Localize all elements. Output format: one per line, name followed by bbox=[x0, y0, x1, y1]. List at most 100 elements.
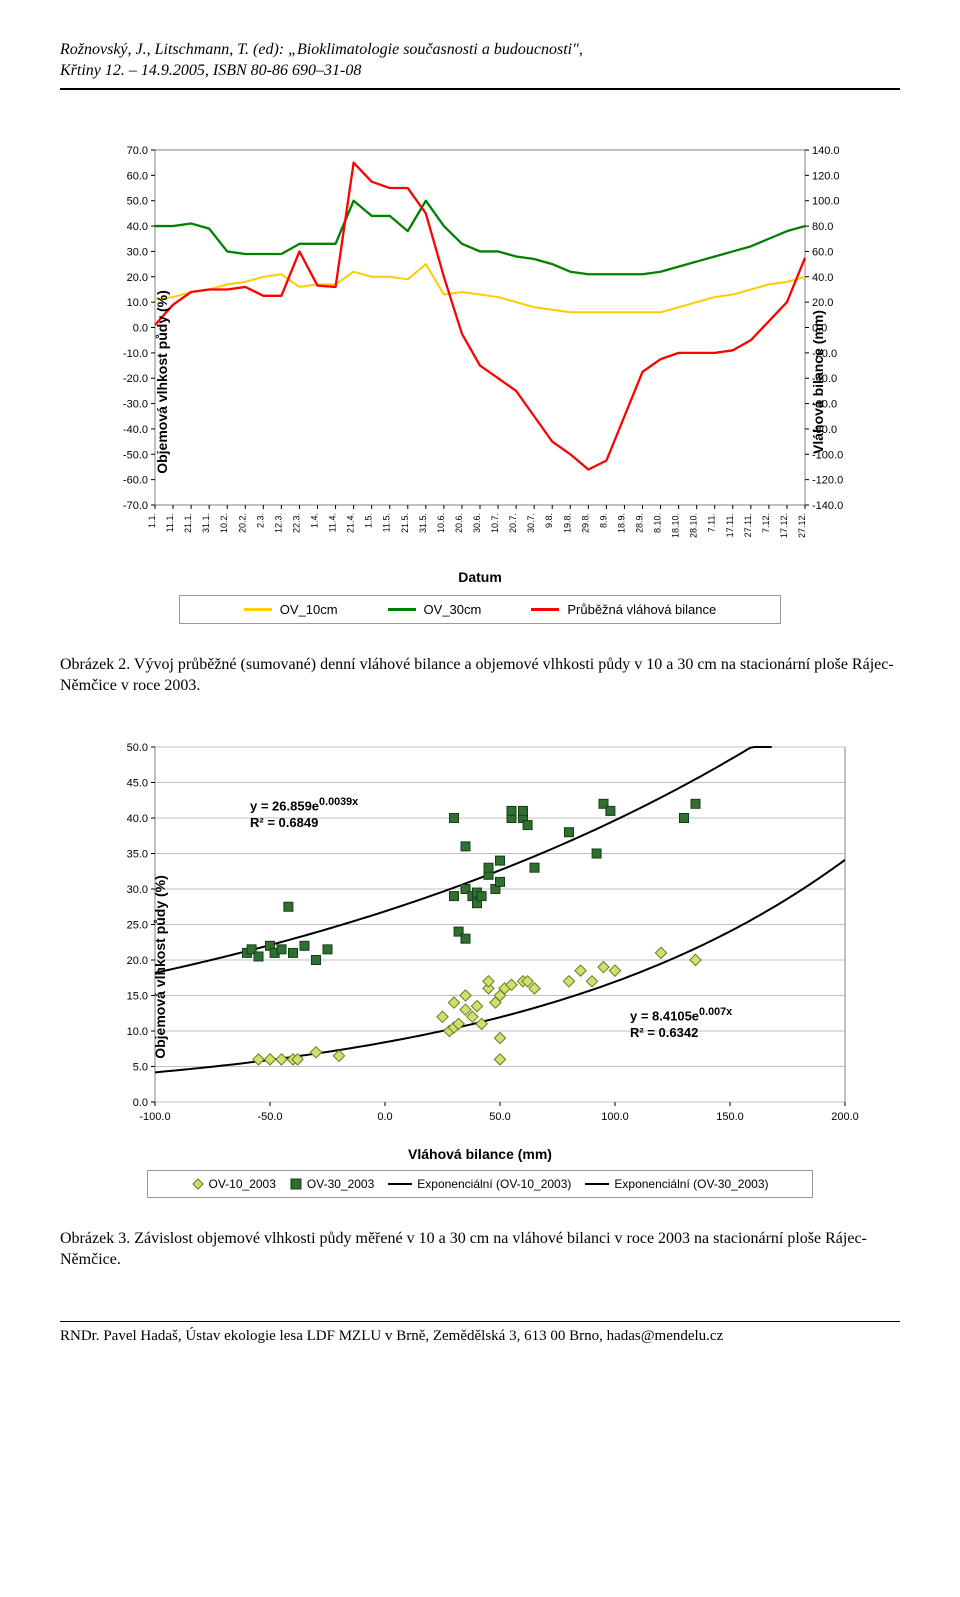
svg-text:5.0: 5.0 bbox=[133, 1061, 148, 1073]
svg-text:28.10.: 28.10. bbox=[689, 513, 699, 538]
svg-text:15.0: 15.0 bbox=[127, 990, 148, 1002]
svg-text:10.6.: 10.6. bbox=[436, 513, 446, 533]
svg-text:22.3.: 22.3. bbox=[291, 513, 301, 533]
svg-text:18.9.: 18.9. bbox=[616, 513, 626, 533]
swatch-ov10 bbox=[244, 608, 272, 611]
caption-1: Obrázek 2. Vývoj průběžné (sumované) den… bbox=[60, 654, 900, 697]
svg-text:0.0: 0.0 bbox=[377, 1111, 392, 1123]
svg-text:30.7.: 30.7. bbox=[526, 513, 536, 533]
svg-text:27.11.: 27.11. bbox=[743, 513, 753, 537]
svg-text:18.10.: 18.10. bbox=[671, 513, 681, 538]
svg-text:-10.0: -10.0 bbox=[123, 347, 148, 359]
svg-text:70.0: 70.0 bbox=[127, 145, 148, 157]
svg-text:1.4.: 1.4. bbox=[310, 513, 320, 528]
svg-text:-120.0: -120.0 bbox=[812, 474, 843, 486]
svg-text:140.0: 140.0 bbox=[812, 145, 840, 157]
paper-footer: RNDr. Pavel Hadaš, Ústav ekologie lesa L… bbox=[60, 1321, 900, 1345]
svg-text:40.0: 40.0 bbox=[812, 271, 833, 283]
svg-text:-140.0: -140.0 bbox=[812, 500, 843, 512]
svg-text:21.1.: 21.1. bbox=[183, 513, 193, 533]
swatch-bilance bbox=[531, 608, 559, 611]
svg-text:8.10.: 8.10. bbox=[653, 513, 663, 533]
svg-text:20.6.: 20.6. bbox=[454, 513, 464, 533]
legend-label-ov10: OV_10cm bbox=[280, 602, 338, 617]
svg-text:50.0: 50.0 bbox=[489, 1111, 510, 1123]
legend-label-bilance: Průběžná vláhová bilance bbox=[567, 602, 716, 617]
svg-text:35.0: 35.0 bbox=[127, 848, 148, 860]
header-line-2: Křtiny 12. – 14.9.2005, ISBN 80-86 690–3… bbox=[60, 62, 361, 79]
chart-1: Objemová vlhkost půdy (%) Vláhová bilanc… bbox=[100, 140, 860, 624]
chart-2: Objemová vlhkost půdy (%) 0.0 5.0 10.0 15.0… bbox=[100, 737, 860, 1198]
svg-text:40.0: 40.0 bbox=[127, 221, 148, 233]
chart2-xlabel: Vláhová bilance (mm) bbox=[100, 1146, 860, 1162]
svg-text:25.0: 25.0 bbox=[127, 919, 148, 931]
legend2-item-2: OV-30_2003 bbox=[290, 1177, 374, 1191]
svg-text:11.1.: 11.1. bbox=[165, 513, 175, 532]
header-line-1: Rožnovský, J., Litschmann, T. (ed): „Bio… bbox=[60, 41, 583, 58]
chart1-ylabel-right: Vláhová bilance (mm) bbox=[810, 310, 826, 454]
svg-text:30.6.: 30.6. bbox=[472, 513, 482, 533]
svg-text:7.11.: 7.11. bbox=[707, 513, 717, 532]
svg-text:150.0: 150.0 bbox=[716, 1111, 744, 1123]
svg-text:100.0: 100.0 bbox=[812, 195, 840, 207]
svg-text:29.8.: 29.8. bbox=[580, 513, 590, 533]
svg-text:20.0: 20.0 bbox=[127, 271, 148, 283]
svg-text:10.0: 10.0 bbox=[127, 1026, 148, 1038]
svg-text:-100.0: -100.0 bbox=[139, 1111, 170, 1123]
chart1-svg: -70.0-60.0-50.0-40.0-30.0-20.0-10.00.010… bbox=[100, 140, 860, 560]
svg-text:0.0: 0.0 bbox=[133, 322, 148, 334]
legend2-item-3: Exponenciální (OV-10_2003) bbox=[388, 1177, 571, 1191]
svg-text:-50.0: -50.0 bbox=[123, 449, 148, 461]
svg-text:10.0: 10.0 bbox=[127, 297, 148, 309]
chart2-svg: 0.05.010.015.020.025.030.035.040.045.050… bbox=[100, 737, 860, 1137]
svg-text:10.2.: 10.2. bbox=[219, 513, 229, 533]
svg-text:100.0: 100.0 bbox=[601, 1111, 629, 1123]
svg-text:20.0: 20.0 bbox=[812, 297, 833, 309]
svg-text:11.4.: 11.4. bbox=[328, 513, 338, 532]
swatch-ov30 bbox=[388, 608, 416, 611]
legend-item-ov30: OV_30cm bbox=[388, 602, 482, 617]
svg-text:17.12.: 17.12. bbox=[779, 513, 789, 538]
legend-label-ov30: OV_30cm bbox=[424, 602, 482, 617]
svg-text:30.0: 30.0 bbox=[127, 246, 148, 258]
chart1-legend: OV_10cm OV_30cm Průběžná vláhová bilance bbox=[179, 595, 781, 624]
legend2-item-4: Exponenciální (OV-30_2003) bbox=[585, 1177, 768, 1191]
svg-text:20.0: 20.0 bbox=[127, 955, 148, 967]
svg-text:20.7.: 20.7. bbox=[508, 513, 518, 533]
svg-text:31.1.: 31.1. bbox=[201, 513, 211, 533]
svg-text:7.12.: 7.12. bbox=[761, 513, 771, 533]
svg-text:21.4.: 21.4. bbox=[346, 513, 356, 533]
svg-text:-30.0: -30.0 bbox=[123, 398, 148, 410]
legend2-item-1: OV-10_2003 bbox=[192, 1177, 276, 1191]
svg-text:21.5.: 21.5. bbox=[400, 513, 410, 533]
svg-text:-40.0: -40.0 bbox=[123, 424, 148, 436]
svg-text:27.12.: 27.12. bbox=[797, 513, 807, 538]
svg-text:1.5.: 1.5. bbox=[364, 513, 374, 528]
svg-text:20.2.: 20.2. bbox=[237, 513, 247, 533]
svg-text:50.0: 50.0 bbox=[127, 195, 148, 207]
chart2-legend: OV-10_2003 OV-30_2003 Exponenciální (OV-… bbox=[147, 1170, 813, 1198]
svg-text:11.5.: 11.5. bbox=[382, 513, 392, 532]
svg-text:2.3.: 2.3. bbox=[255, 513, 265, 528]
svg-text:80.0: 80.0 bbox=[812, 221, 833, 233]
svg-text:200.0: 200.0 bbox=[831, 1111, 859, 1123]
svg-text:0.0: 0.0 bbox=[133, 1097, 148, 1109]
equation-1: y = 26.859e0.0039x R² = 0.6849 bbox=[250, 795, 358, 832]
svg-text:12.3.: 12.3. bbox=[273, 513, 283, 533]
svg-text:-50.0: -50.0 bbox=[257, 1111, 282, 1123]
svg-text:30.0: 30.0 bbox=[127, 884, 148, 896]
paper-header: Rožnovský, J., Litschmann, T. (ed): „Bio… bbox=[60, 40, 900, 90]
chart1-xlabel: Datum bbox=[100, 569, 860, 585]
svg-text:19.8.: 19.8. bbox=[562, 513, 572, 533]
svg-text:45.0: 45.0 bbox=[127, 777, 148, 789]
svg-text:-70.0: -70.0 bbox=[123, 500, 148, 512]
svg-text:28.9.: 28.9. bbox=[635, 513, 645, 533]
svg-text:1.1.: 1.1. bbox=[147, 513, 157, 528]
svg-text:17.11.: 17.11. bbox=[725, 513, 735, 537]
chart2-ylabel: Objemová vlhkost půdy (%) bbox=[152, 875, 168, 1059]
svg-text:50.0: 50.0 bbox=[127, 742, 148, 754]
legend-item-bilance: Průběžná vláhová bilance bbox=[531, 602, 716, 617]
equation-2: y = 8.4105e0.007x R² = 0.6342 bbox=[630, 1005, 732, 1042]
svg-text:9.8.: 9.8. bbox=[544, 513, 554, 528]
svg-text:120.0: 120.0 bbox=[812, 170, 840, 182]
